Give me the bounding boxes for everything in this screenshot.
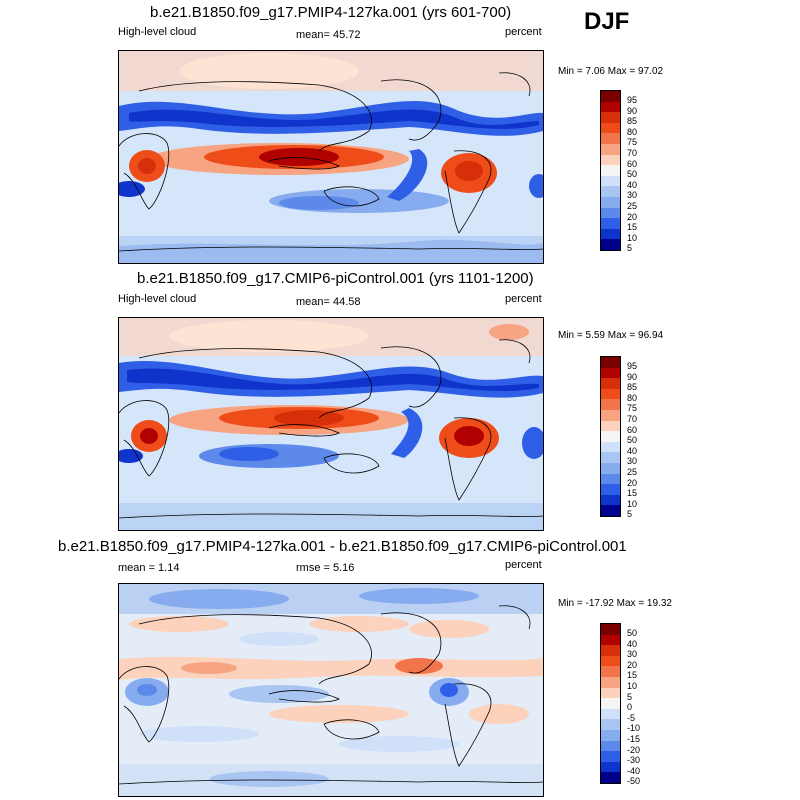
- cb2-label: 50: [627, 435, 638, 446]
- cb1-label: 70: [627, 148, 638, 158]
- panel-2-title: b.e21.B1850.f09_g17.CMIP6-piControl.001 …: [137, 270, 534, 287]
- cb1-label: 40: [627, 179, 638, 190]
- cb2-label: 80: [627, 392, 638, 403]
- panel-1-colorbar: [600, 90, 621, 251]
- cb3-label: -30: [627, 755, 641, 766]
- cb2-label: 90: [627, 371, 638, 382]
- cb2-label: 20: [627, 477, 638, 488]
- cb3-label: 20: [627, 659, 638, 670]
- cb3-label: 30: [627, 649, 638, 660]
- cb3-label: -10: [627, 723, 641, 734]
- panel-3-title: b.e21.B1850.f09_g17.PMIP4-127ka.001 - b.…: [58, 538, 627, 555]
- cb3-label: 10: [627, 681, 638, 691]
- panel-1-title: b.e21.B1850.f09_g17.PMIP4-127ka.001 (yrs…: [150, 4, 512, 21]
- cb2-label: 30: [627, 456, 638, 467]
- panel-1-map: [118, 50, 544, 264]
- panel-1-minmax: Min = 7.06 Max = 97.02: [558, 66, 664, 77]
- cb3-label: -20: [627, 744, 641, 755]
- cb2-label: 85: [627, 382, 638, 393]
- cb3-label: 0: [627, 702, 633, 713]
- panel-2-units-label: percent: [505, 293, 542, 305]
- panel-2-colorbar: [600, 356, 621, 517]
- cb1-label: 10: [627, 232, 638, 243]
- panel-3-units-label: percent: [505, 559, 542, 571]
- cb1-label: 30: [627, 190, 638, 201]
- season-label: DJF: [584, 8, 630, 35]
- cb2-label: 70: [627, 414, 638, 424]
- cb1-label: 15: [627, 222, 638, 233]
- panel-2-mean-label: mean= 44.58: [296, 296, 361, 308]
- panel-1-mean-label: mean= 45.72: [296, 29, 361, 41]
- cb2-label: 75: [627, 403, 638, 414]
- cb3-label: 15: [627, 670, 638, 681]
- panel-1-variable-label: High-level cloud: [118, 26, 197, 38]
- cb1-label: 20: [627, 211, 638, 222]
- cb2-label: 95: [627, 361, 638, 371]
- cb1-label: 95: [627, 95, 638, 105]
- cb2-label: 15: [627, 488, 638, 499]
- cb3-label: 40: [627, 638, 638, 649]
- panel-3-mean-label: mean = 1.14: [118, 562, 180, 574]
- cb2-label: 40: [627, 445, 638, 456]
- cb2-label: 60: [627, 424, 638, 435]
- panel-3-colorbar: [600, 623, 621, 784]
- cb1-label: 25: [627, 201, 638, 211]
- panel-2-map: [118, 317, 544, 531]
- cb3-label: -15: [627, 734, 641, 744]
- cb1-label: 50: [627, 169, 638, 180]
- cb1-label: 60: [627, 158, 638, 169]
- cb3-label: 50: [627, 628, 638, 638]
- cb3-label: -5: [627, 712, 636, 723]
- panel-2-minmax: Min = 5.59 Max = 96.94: [558, 330, 664, 341]
- cb1-label: 90: [627, 105, 638, 116]
- cb1-label: 80: [627, 126, 638, 137]
- panel-3-minmax: Min = -17.92 Max = 19.32: [558, 598, 672, 609]
- panel-3-rmse-label: rmse = 5.16: [296, 562, 355, 574]
- cb1-label: 5: [627, 243, 633, 254]
- panel-3-map: [118, 583, 544, 797]
- panel-2-variable-label: High-level cloud: [118, 293, 197, 305]
- cb1-label: 75: [627, 137, 638, 148]
- cb1-label: 85: [627, 116, 638, 127]
- cb2-label: 25: [627, 467, 638, 477]
- cb2-label: 10: [627, 498, 638, 509]
- cb2-label: 5: [627, 509, 633, 520]
- cb3-label: -40: [627, 765, 641, 776]
- cb3-label: -50: [627, 776, 641, 787]
- panel-1-units-label: percent: [505, 26, 542, 38]
- cb3-label: 5: [627, 691, 633, 702]
